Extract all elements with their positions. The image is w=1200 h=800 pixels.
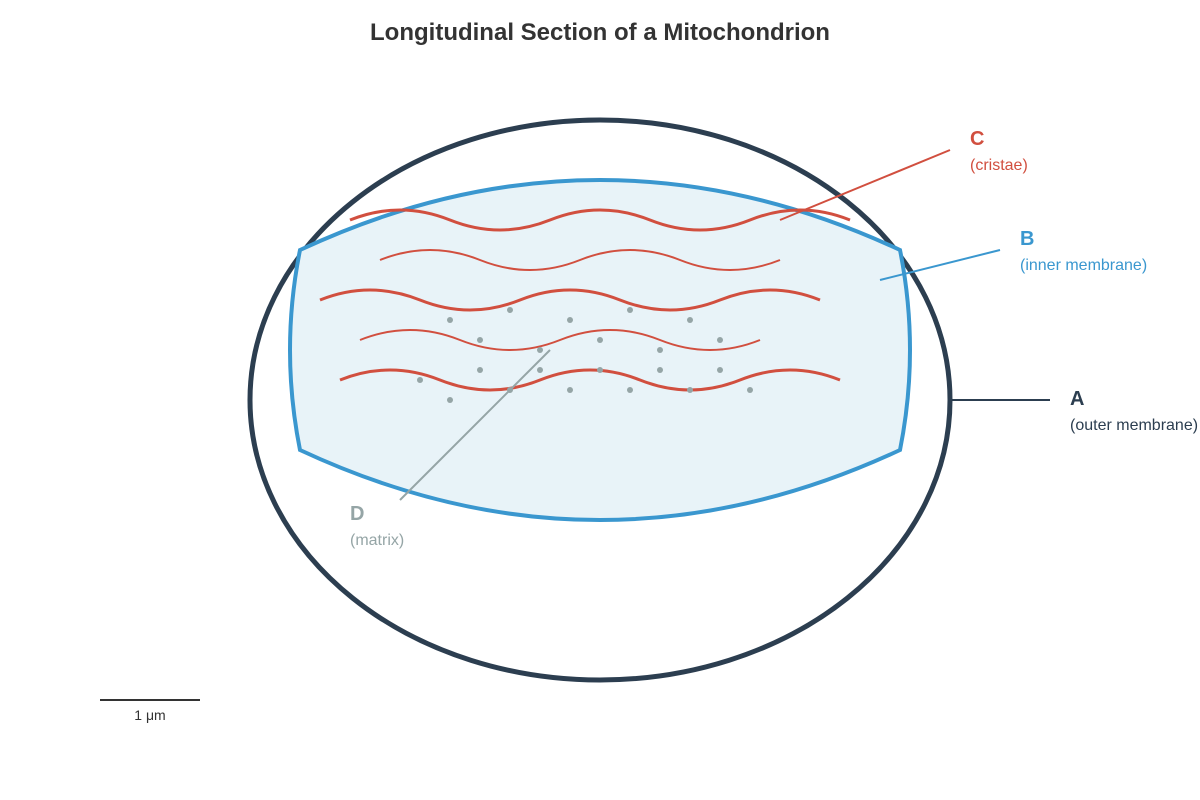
label-letter: D [350, 503, 364, 525]
label-letter: C [970, 128, 984, 150]
crista [319, 288, 821, 312]
title: Longitudinal Section of a Mitochondrion [370, 19, 830, 46]
crista [379, 249, 781, 271]
leader-line [879, 249, 1001, 281]
label-letter: B [1020, 228, 1034, 250]
scale-bar-label: 1 μm [134, 707, 165, 723]
label-text: (cristae) [970, 157, 1028, 174]
crista [349, 208, 851, 232]
granule [567, 317, 573, 323]
granule [687, 317, 693, 323]
granule [747, 387, 753, 393]
crista [339, 368, 841, 392]
granule [507, 307, 513, 313]
leader-line [779, 149, 951, 221]
inner-membrane [288, 178, 912, 522]
granule [717, 337, 723, 343]
granule [627, 307, 633, 313]
granule [567, 387, 573, 393]
granule [657, 367, 663, 373]
granule [537, 347, 543, 353]
granule [537, 367, 543, 373]
granule [417, 377, 423, 383]
granule [477, 337, 483, 343]
granule [627, 387, 633, 393]
label-letter: A [1070, 388, 1084, 410]
granule [477, 367, 483, 373]
label-text: (inner membrane) [1020, 257, 1147, 274]
granule [597, 337, 603, 343]
leader-line [399, 349, 551, 501]
granule [597, 367, 603, 373]
matrix-granules [417, 307, 753, 403]
granule [717, 367, 723, 373]
granule [447, 397, 453, 403]
crista [359, 329, 761, 351]
cristae [319, 208, 851, 392]
granule [657, 347, 663, 353]
granule [447, 317, 453, 323]
granule [687, 387, 693, 393]
label-text: (matrix) [350, 532, 404, 549]
label-text: (outer membrane) [1070, 417, 1198, 434]
